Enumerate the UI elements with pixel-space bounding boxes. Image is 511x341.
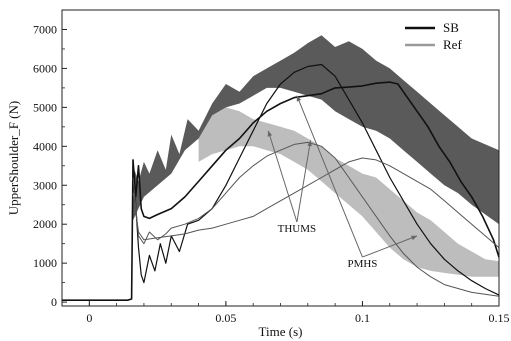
annotation-arrow — [362, 235, 418, 258]
annotation-arrowhead — [307, 140, 312, 147]
series-pmhs-ref — [132, 157, 500, 248]
annotation-arrowhead — [267, 130, 273, 137]
legend: SB Ref — [405, 20, 462, 52]
y-tick-label: 5000 — [33, 100, 57, 114]
x-tick-label: 0 — [86, 311, 92, 325]
y-tick-label: 7000 — [33, 22, 57, 36]
y-axis: 0 1000 2000 3000 4000 5000 6000 7000 — [33, 22, 67, 309]
data-lines — [62, 63, 500, 302]
annotation-label: THUMS — [278, 223, 317, 235]
annotation-arrow — [296, 140, 312, 223]
y-axis-label: UpperShoulder_F (N) — [6, 101, 21, 215]
x-tick-label: 0.05 — [215, 311, 236, 325]
annotation-arrow — [267, 130, 298, 223]
legend-label: Ref — [443, 37, 462, 52]
annotation-arrow — [296, 95, 363, 258]
annotation-label: PMHS — [347, 258, 377, 270]
confidence-bands — [133, 35, 499, 277]
y-tick-label: 2000 — [33, 217, 57, 231]
y-tick-label: 3000 — [33, 178, 57, 192]
y-tick-label: 0 — [51, 295, 57, 309]
series-thums-ref — [132, 141, 500, 297]
y-tick-label: 6000 — [33, 61, 57, 75]
x-axis: 0 0.05 0.1 0.15 — [61, 301, 510, 325]
y-tick-label: 4000 — [33, 139, 57, 153]
x-tick-label: 0.1 — [355, 311, 370, 325]
x-tick-label: 0.15 — [489, 311, 510, 325]
legend-label: SB — [443, 20, 459, 35]
annotation-arrowhead — [411, 235, 418, 241]
annotations: THUMS PMHS — [267, 95, 418, 270]
band-sb — [133, 35, 499, 225]
x-axis-label: Time (s) — [259, 324, 303, 339]
series-thums-sb — [132, 63, 500, 296]
annotation-arrowhead — [296, 95, 302, 102]
y-tick-label: 1000 — [33, 256, 57, 270]
series-sb — [62, 81, 500, 302]
